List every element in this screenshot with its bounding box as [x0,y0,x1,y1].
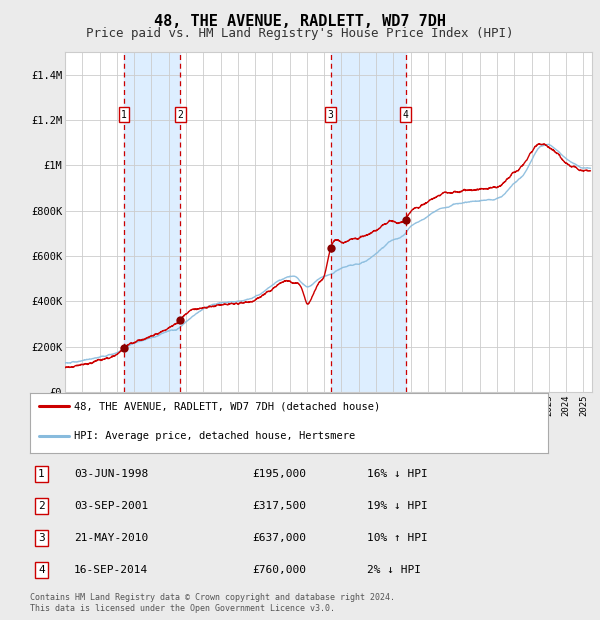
Bar [124,52,180,392]
Text: 2: 2 [178,110,183,120]
Text: 1: 1 [121,110,127,120]
Text: 03-SEP-2001: 03-SEP-2001 [74,501,148,511]
Text: 48, THE AVENUE, RADLETT, WD7 7DH (detached house): 48, THE AVENUE, RADLETT, WD7 7DH (detach… [74,401,380,411]
Text: 16-SEP-2014: 16-SEP-2014 [74,565,148,575]
Text: Price paid vs. HM Land Registry's House Price Index (HPI): Price paid vs. HM Land Registry's House … [86,27,514,40]
Text: Contains HM Land Registry data © Crown copyright and database right 2024.
This d: Contains HM Land Registry data © Crown c… [30,593,395,613]
Text: £637,000: £637,000 [253,533,307,543]
Text: 4: 4 [38,565,45,575]
Text: 2% ↓ HPI: 2% ↓ HPI [367,565,421,575]
Text: £317,500: £317,500 [253,501,307,511]
Bar [331,52,406,392]
Text: 03-JUN-1998: 03-JUN-1998 [74,469,148,479]
Text: 10% ↑ HPI: 10% ↑ HPI [367,533,427,543]
Text: £760,000: £760,000 [253,565,307,575]
Text: 1: 1 [38,469,45,479]
Text: 21-MAY-2010: 21-MAY-2010 [74,533,148,543]
Text: 19% ↓ HPI: 19% ↓ HPI [367,501,427,511]
Text: 48, THE AVENUE, RADLETT, WD7 7DH: 48, THE AVENUE, RADLETT, WD7 7DH [154,14,446,29]
Text: 3: 3 [328,110,334,120]
Text: 4: 4 [403,110,409,120]
Text: 3: 3 [38,533,45,543]
Text: £195,000: £195,000 [253,469,307,479]
Text: HPI: Average price, detached house, Hertsmere: HPI: Average price, detached house, Hert… [74,431,355,441]
Text: 2: 2 [38,501,45,511]
Text: 16% ↓ HPI: 16% ↓ HPI [367,469,427,479]
